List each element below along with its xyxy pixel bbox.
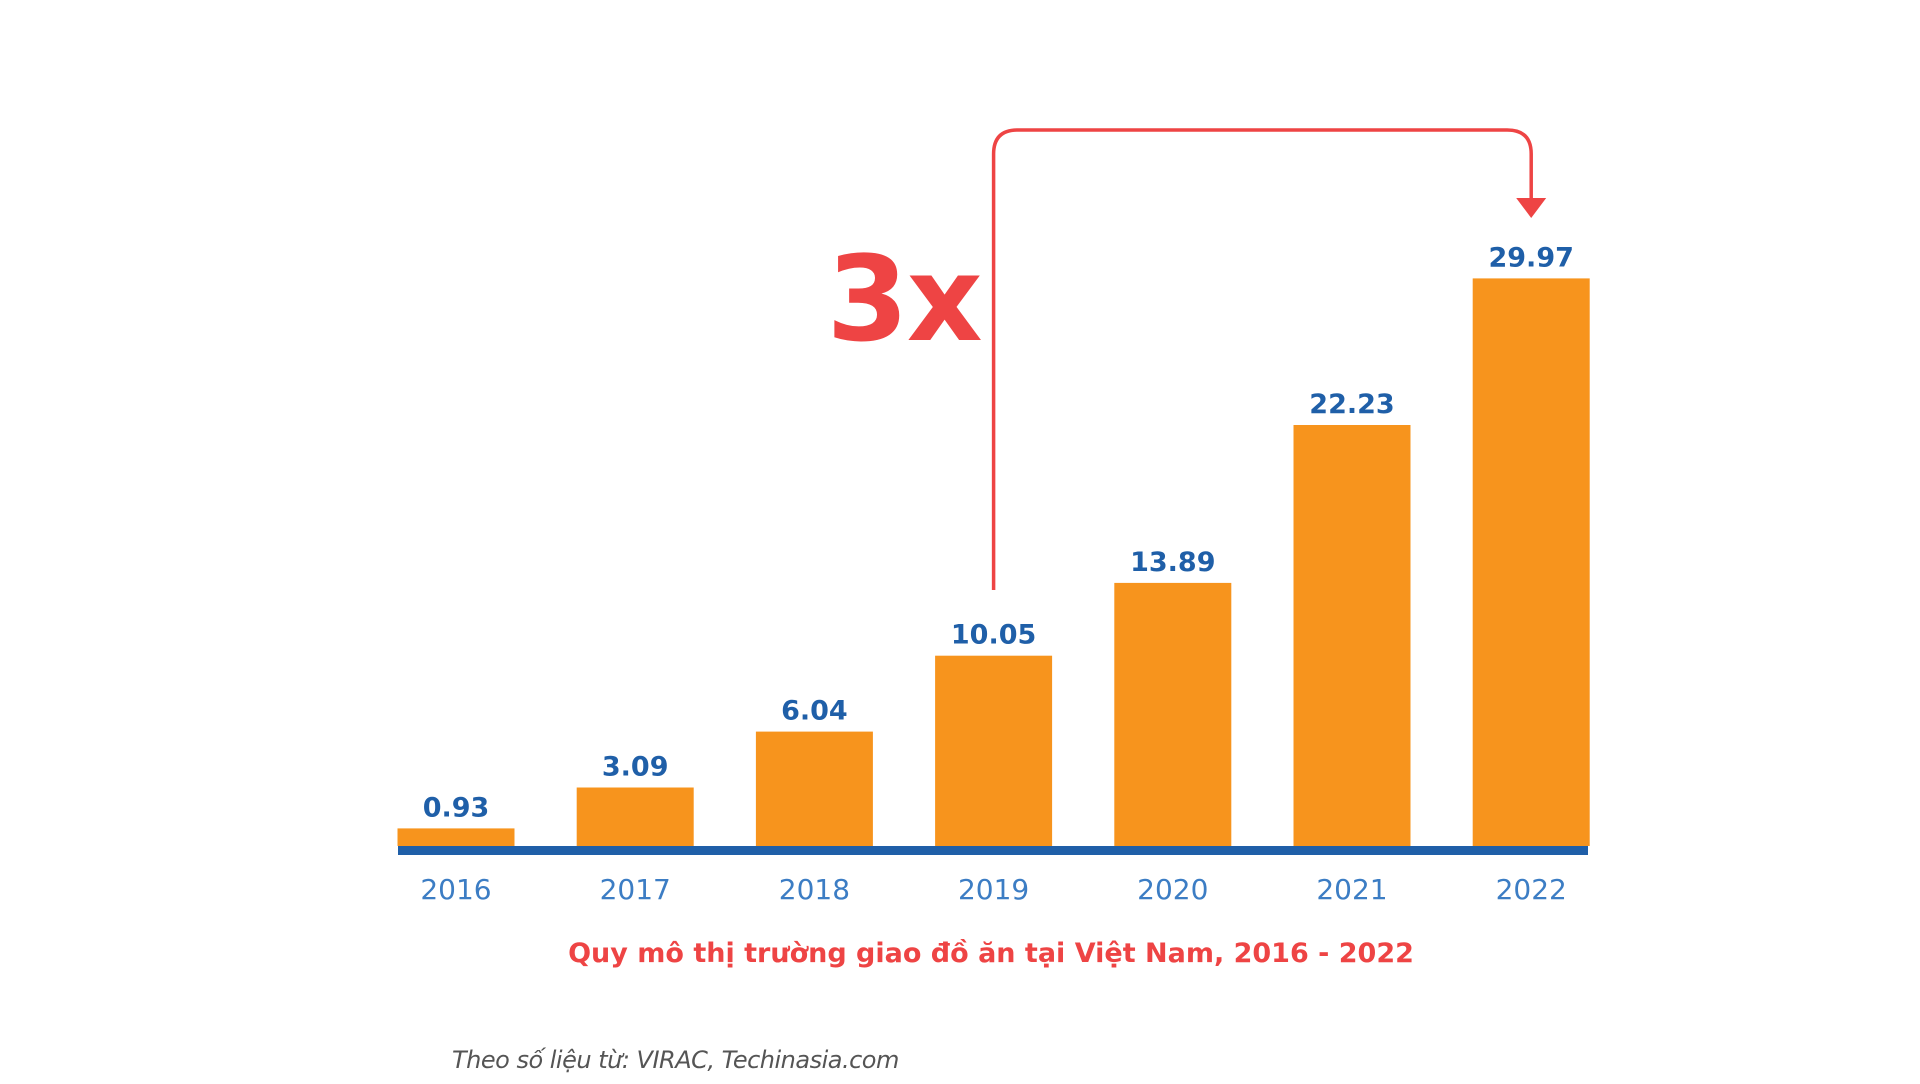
bar-2019 bbox=[935, 655, 1053, 846]
growth-multiplier-label: 3x bbox=[826, 230, 981, 368]
value-label-2020: 13.89 bbox=[1130, 547, 1215, 578]
bar-2016 bbox=[397, 828, 515, 846]
value-label-2018: 6.04 bbox=[781, 696, 848, 727]
value-label-2021: 22.23 bbox=[1309, 389, 1394, 420]
x-tick-label-2019: 2019 bbox=[958, 873, 1029, 906]
source-note: Theo số liệu từ: VIRAC, Techinasia.com bbox=[452, 1046, 899, 1074]
value-label-2022: 29.97 bbox=[1488, 242, 1573, 273]
value-label-2019: 10.05 bbox=[951, 620, 1036, 651]
bar-2022 bbox=[1472, 278, 1590, 846]
arrowhead-icon bbox=[1516, 198, 1547, 218]
value-label-2016: 0.93 bbox=[423, 792, 490, 823]
x-tick-label-2020: 2020 bbox=[1137, 873, 1208, 906]
x-tick-label-2021: 2021 bbox=[1316, 873, 1387, 906]
x-tick-label-2016: 2016 bbox=[420, 873, 491, 906]
bar-2018 bbox=[755, 731, 873, 846]
x-axis-line bbox=[398, 846, 1588, 855]
chart-title: Quy mô thị trường giao đồ ăn tại Việt Na… bbox=[568, 938, 1414, 969]
bar-2021 bbox=[1293, 425, 1411, 846]
bar-2020 bbox=[1114, 582, 1232, 846]
growth-arrow bbox=[991, 128, 1533, 590]
x-tick-label-2022: 2022 bbox=[1496, 873, 1567, 906]
value-label-2017: 3.09 bbox=[602, 752, 669, 783]
bar-2017 bbox=[576, 787, 694, 846]
x-tick-label-2017: 2017 bbox=[600, 873, 671, 906]
x-tick-label-2018: 2018 bbox=[779, 873, 850, 906]
